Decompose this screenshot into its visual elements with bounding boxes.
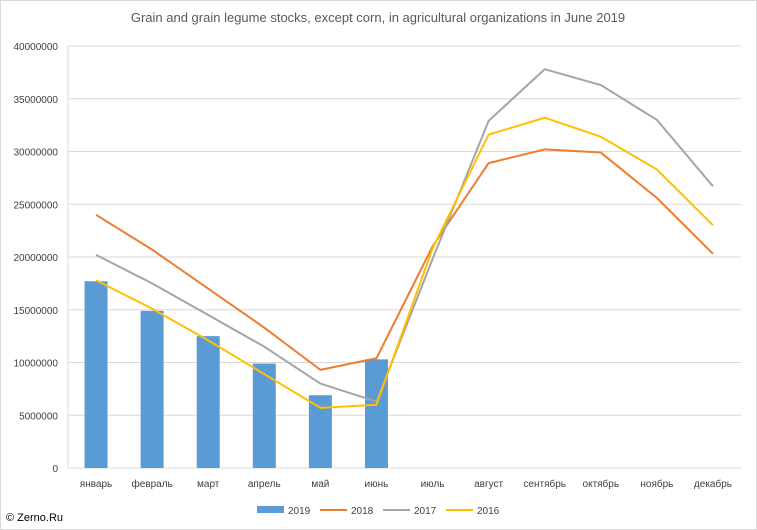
x-tick-label: март — [197, 479, 220, 490]
legend-swatch-2019 — [257, 506, 284, 513]
x-tick-label: август — [474, 479, 503, 490]
y-tick-label: 30000000 — [14, 148, 59, 159]
bar-2019 — [196, 336, 220, 468]
gridlines — [67, 45, 741, 469]
line-2018 — [95, 148, 714, 371]
x-tick-label: апрель — [248, 479, 281, 490]
y-axis-ticks: 0 5000000 10000000 15000000 20000000 25000000… — [14, 42, 59, 475]
legend-label-2019: 2019 — [288, 506, 311, 517]
line-2016 — [95, 116, 714, 409]
x-tick-label: май — [311, 479, 329, 490]
y-tick-label: 15000000 — [14, 306, 59, 317]
x-tick-label: февраль — [131, 478, 172, 490]
x-axis-ticks: январь февраль март апрель май июнь июль август… — [80, 478, 732, 490]
x-tick-label: ноябрь — [640, 478, 673, 490]
y-tick-label: 0 — [52, 464, 58, 475]
bar-2019 — [252, 363, 276, 468]
chart-title: Grain and grain legume stocks, except co… — [131, 10, 625, 25]
x-tick-label: декабрь — [694, 478, 732, 490]
y-tick-label: 25000000 — [14, 200, 59, 211]
bar-2019 — [364, 359, 388, 468]
y-tick-label: 10000000 — [14, 359, 59, 370]
y-tick-label: 40000000 — [14, 42, 59, 53]
source-credit: © Zerno.Ru — [6, 512, 64, 524]
line-series — [95, 68, 714, 409]
y-tick-label: 35000000 — [14, 95, 59, 106]
x-tick-label: январь — [80, 479, 112, 490]
legend-label-2017: 2017 — [414, 506, 437, 517]
legend-label-2016: 2016 — [477, 506, 500, 517]
legend: 2019 2018 2017 2016 — [257, 506, 500, 517]
bar-2019 — [84, 281, 108, 468]
bar-2019 — [140, 310, 164, 468]
line-2017 — [95, 68, 714, 403]
bar-2019 — [308, 395, 332, 468]
y-tick-label: 5000000 — [19, 411, 58, 422]
x-tick-label: сентябрь — [523, 478, 566, 490]
x-tick-label: июнь — [365, 479, 389, 490]
x-tick-label: октябрь — [583, 478, 620, 490]
y-tick-label: 20000000 — [14, 253, 59, 264]
x-tick-label: июль — [421, 479, 445, 490]
legend-label-2018: 2018 — [351, 506, 374, 517]
